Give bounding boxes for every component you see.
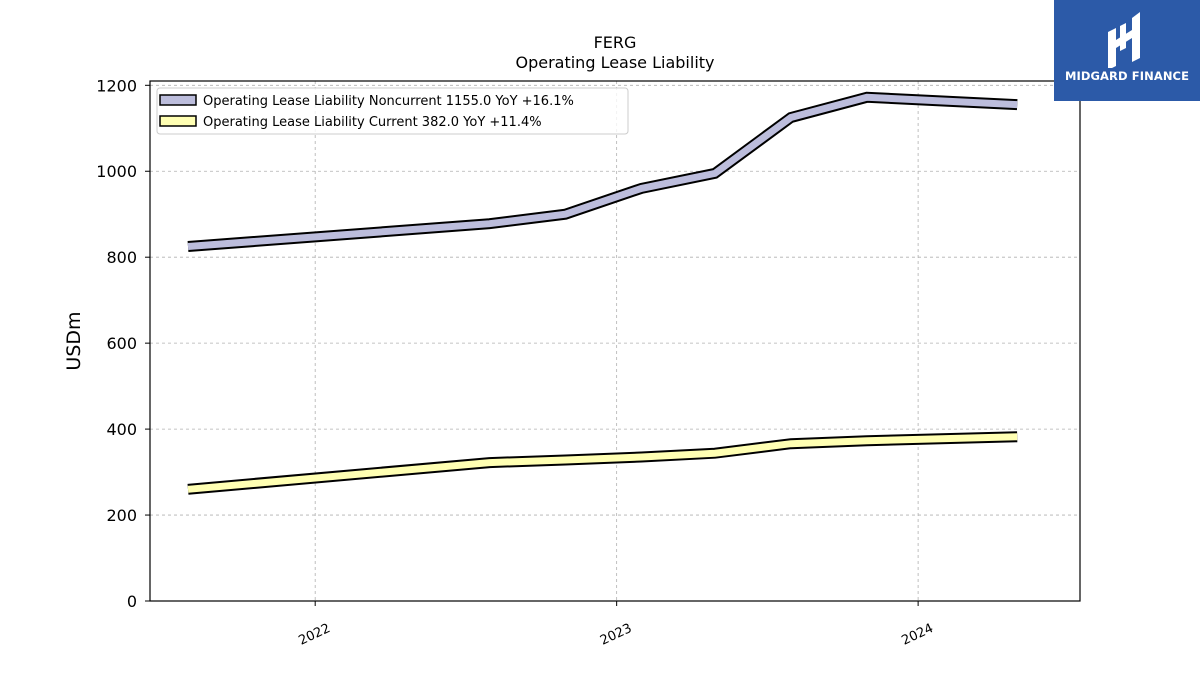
x-axis: 2022 2023 2024	[297, 601, 936, 649]
plot-frame	[149, 80, 1081, 602]
legend-swatch	[159, 115, 197, 127]
brand-name: MIDGARD FINANCE	[1064, 69, 1190, 83]
legend-label: Operating Lease Liability Noncurrent 115…	[203, 94, 574, 109]
x-tick-label: 2022	[297, 621, 333, 649]
chart-title: FERG	[594, 33, 637, 52]
grid-lines	[150, 81, 1080, 602]
y-tick-label: 200	[106, 506, 137, 525]
chart-subtitle: Operating Lease Liability	[515, 53, 714, 72]
y-tick-label: 800	[106, 248, 137, 267]
brand-mark-icon	[1108, 12, 1140, 70]
y-tick-label: 600	[106, 334, 137, 353]
y-tick-label: 400	[106, 420, 137, 439]
legend: Operating Lease Liability Noncurrent 115…	[156, 87, 629, 135]
legend-box	[156, 87, 629, 135]
y-tick-label: 1000	[96, 162, 137, 181]
brand-logo: MIDGARD FINANCE	[1054, 0, 1200, 101]
y-axis-label: USDm	[63, 311, 85, 370]
x-tick-label: 2024	[899, 621, 935, 649]
y-tick-label: 0	[127, 592, 137, 611]
series-layer	[187, 91, 1018, 495]
x-tick-label: 2023	[598, 621, 634, 649]
legend-label: Operating Lease Liability Current 382.0 …	[203, 115, 542, 130]
y-axis: 0 200 400 600 800 1000 1200	[96, 76, 150, 611]
y-tick-label: 1200	[96, 76, 137, 95]
series-line	[187, 93, 1018, 250]
series-line	[187, 433, 1018, 493]
legend-swatch	[159, 94, 197, 106]
